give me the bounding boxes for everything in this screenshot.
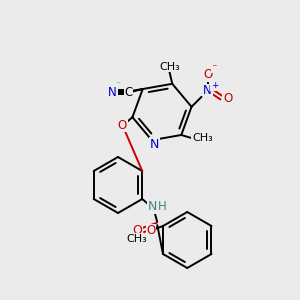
Text: C: C [124,85,133,98]
Text: N: N [203,84,212,97]
Text: O: O [203,68,212,81]
Text: O: O [132,224,142,236]
Text: CH₃: CH₃ [192,133,213,143]
Text: CH₃: CH₃ [127,234,147,244]
Text: N: N [108,85,117,98]
Text: O: O [223,92,232,105]
Text: N: N [150,138,159,151]
Text: cyano: cyano [117,82,121,83]
Text: O: O [146,224,156,238]
Text: ⁻: ⁻ [212,63,217,73]
Text: O: O [118,119,127,132]
Text: N: N [106,87,115,97]
Text: N: N [148,200,157,214]
Text: H: H [158,200,167,214]
Text: CH₃: CH₃ [159,62,180,72]
Text: C: C [125,87,133,97]
Text: +: + [211,81,218,90]
